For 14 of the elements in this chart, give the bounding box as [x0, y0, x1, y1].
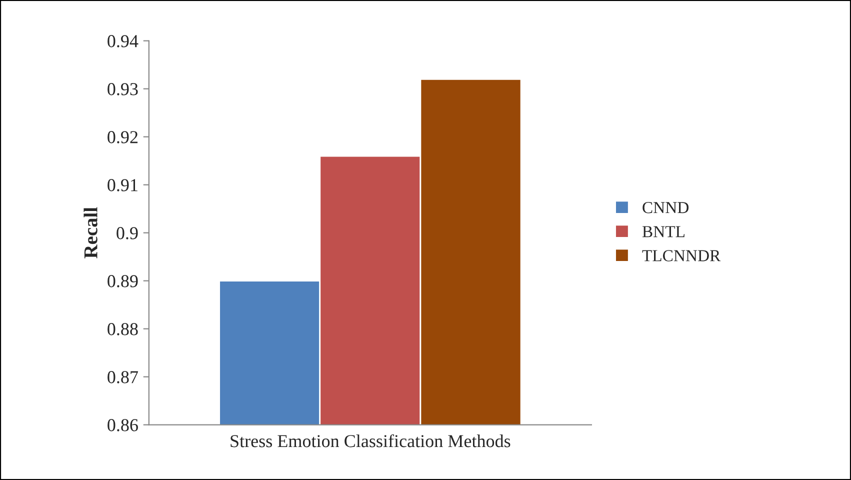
legend-label: TLCNNDR [642, 250, 721, 262]
legend-label: CNND [642, 202, 689, 214]
y-tick-label: 0.88 [108, 323, 138, 336]
y-tick-label: 0.86 [108, 419, 138, 432]
y-tick-label: 0.92 [108, 131, 138, 144]
y-tick-label: 0.87 [108, 371, 138, 384]
y-tick-label: 0.91 [108, 179, 138, 192]
y-tick-label: 0.9 [116, 227, 138, 240]
x-tick-label: Stress Emotion Classification Methods [230, 434, 510, 448]
y-tick-label: 0.93 [108, 83, 138, 96]
legend-label: BNTL [642, 226, 684, 238]
y-tick-label: 0.89 [108, 275, 138, 288]
y-axis-title: Recall [84, 207, 98, 258]
y-tick-label: 0.94 [108, 35, 138, 48]
